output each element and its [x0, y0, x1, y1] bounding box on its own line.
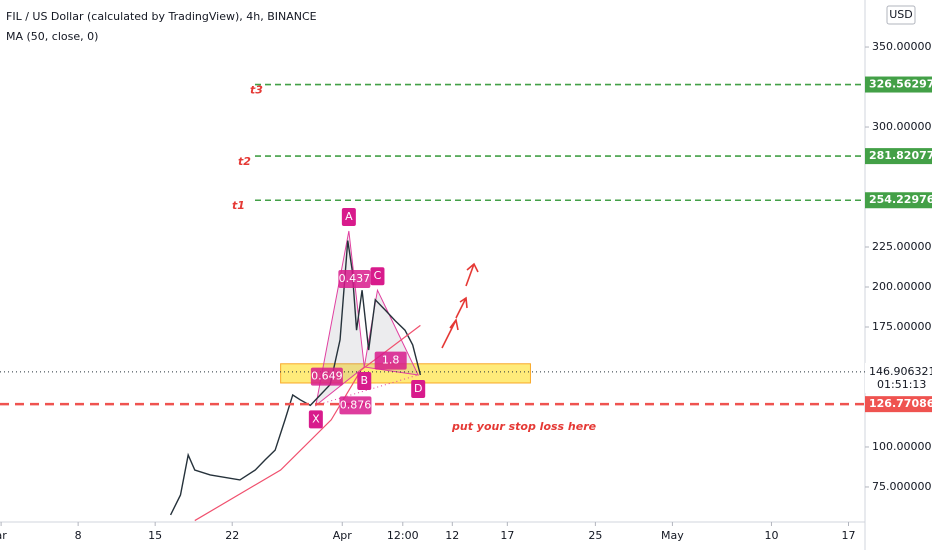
pattern-point: X [312, 412, 320, 425]
x-tick-label: May [661, 529, 684, 542]
ratio-label: 1.8 [382, 354, 400, 367]
x-tick-label: 17 [500, 529, 514, 542]
x-tick-label: 25 [588, 529, 602, 542]
level-label: 126.7708604 [869, 397, 932, 410]
pattern-point-box [411, 379, 426, 398]
currency-box[interactable] [886, 5, 916, 25]
countdown: 01:51:13 [877, 378, 926, 391]
last-price-box [865, 362, 932, 393]
pattern-point: A [345, 210, 353, 223]
y-tick-label: 75.0000000 [872, 480, 932, 493]
pattern-dotted [315, 374, 419, 406]
level-tag: t1 [232, 199, 245, 212]
arrows [441, 262, 479, 349]
level-tag: t3 [250, 84, 263, 97]
chart-title: FIL / US Dollar (calculated by TradingVi… [6, 10, 317, 23]
ratio-box [338, 269, 371, 288]
y-tick-label: 350.0000000 [872, 40, 932, 53]
x-tick-label: 12:00 [387, 529, 419, 542]
pattern-point-box [370, 267, 385, 286]
x-tick-label: 12 [445, 529, 459, 542]
x-tick-label: 10 [764, 529, 778, 542]
pattern-point: D [414, 382, 422, 395]
y-tick-label: 175.0000000 [872, 320, 932, 333]
ratio-box [374, 351, 407, 370]
pattern-point: C [374, 269, 382, 282]
x-tick-label: 17 [841, 529, 855, 542]
ratio-label: 0.876 [340, 398, 372, 411]
pattern-point-box [341, 208, 356, 227]
last-price: 146.9063216 [869, 365, 932, 378]
y-tick-label: 225.0000000 [872, 240, 932, 253]
x-tick-label: 22 [225, 529, 239, 542]
stop-loss-note: put your stop loss here [451, 420, 597, 433]
indicator-label: MA (50, close, 0) [6, 30, 98, 43]
x-tick-label: ar [0, 529, 7, 542]
pattern-point: B [360, 374, 368, 387]
ratio-box [310, 367, 343, 386]
level-label: 281.8207799 [869, 149, 932, 162]
level-label: 326.5629714 [869, 78, 932, 91]
level-label: 254.2297618 [869, 193, 932, 206]
level-tag: t2 [238, 155, 251, 168]
y-tick-label: 100.0000000 [872, 440, 932, 453]
x-tick-label: 8 [75, 529, 82, 542]
level-label-box [865, 396, 932, 413]
x-tick-label: 15 [148, 529, 162, 542]
ratio-box [339, 396, 372, 415]
level-label-box [865, 76, 932, 93]
ratio-label: 0.649 [311, 370, 343, 383]
level-label-box [865, 192, 932, 209]
pattern-point-box [308, 410, 323, 429]
y-tick-label: 300.0000000 [872, 120, 932, 133]
y-tick-label: 200.0000000 [872, 280, 932, 293]
currency[interactable]: USD [889, 8, 913, 21]
pattern-point-box [357, 371, 372, 390]
price-line [169, 240, 422, 516]
ratio-label: 0.437 [339, 272, 371, 285]
x-tick-label: Apr [333, 529, 353, 542]
level-label-box [865, 148, 932, 165]
